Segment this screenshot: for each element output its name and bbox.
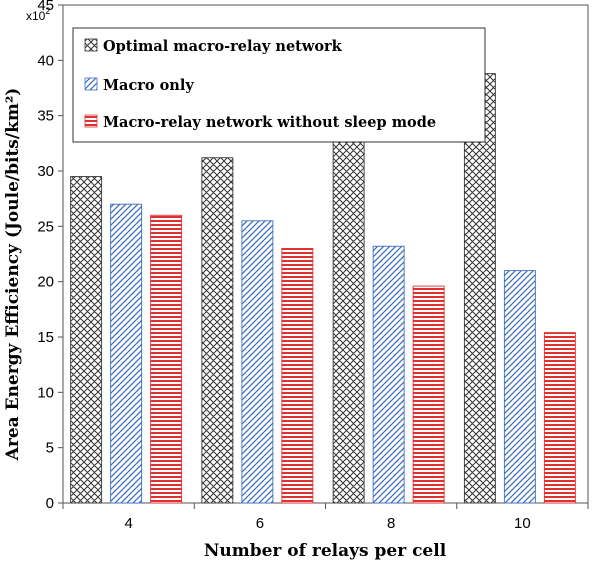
legend-swatch-macro-only [84, 77, 98, 91]
bar-series-2-cat-10 [543, 332, 576, 504]
y-tick-label: 40 [37, 52, 54, 69]
y-tick-label: 10 [37, 384, 54, 401]
legend-label-optimal: Optimal macro-relay network [103, 38, 343, 55]
bar-series-0-cat-4 [70, 176, 103, 504]
legend-swatch-no-sleep [84, 114, 98, 128]
y-tick-label: 20 [37, 274, 54, 291]
y-axis: 0 5 10 15 20 25 30 35 40 45 [37, 0, 63, 512]
legend-label-macro-only: Macro only [103, 77, 194, 94]
bars-group [70, 73, 576, 504]
y-tick-label: 45 [37, 0, 54, 14]
x-tick-label: 6 [256, 515, 264, 532]
bar-series-1-cat-8 [372, 245, 405, 504]
y-tick-label: 30 [37, 163, 54, 180]
bar-series-0-cat-6 [201, 157, 234, 504]
bar-series-1-cat-4 [110, 203, 143, 504]
bar-series-1-cat-10 [503, 270, 536, 504]
y-tick-label: 0 [46, 495, 54, 512]
x-axis: 4 6 8 10 [62, 503, 589, 532]
y-tick-label: 15 [37, 329, 54, 346]
y-multiplier-label: x102 [26, 6, 50, 23]
bar-series-2-cat-6 [281, 248, 314, 504]
y-tick-label: 25 [37, 218, 54, 235]
bar-series-0-cat-8 [332, 127, 365, 504]
x-axis-title: Number of relays per cell [204, 541, 447, 561]
legend-box [72, 27, 486, 143]
bar-series-2-cat-8 [412, 285, 445, 504]
y-tick-label: 5 [46, 440, 54, 457]
x-tick-label: 4 [124, 515, 132, 532]
y-tick-label: 35 [37, 108, 54, 125]
bar-series-1-cat-6 [241, 220, 274, 504]
y-axis-title: Area Energy Efficiency (Joule/bits/km²) [3, 88, 23, 462]
x-tick-label: 10 [514, 515, 531, 532]
bar-series-2-cat-4 [150, 214, 183, 504]
x-tick-label: 8 [387, 515, 395, 532]
legend-swatch-optimal [84, 38, 98, 52]
legend: Optimal macro-relay network Macro only M… [72, 27, 486, 143]
bar-series-0-cat-10 [463, 73, 496, 504]
legend-label-no-sleep: Macro-relay network without sleep mode [103, 114, 436, 131]
